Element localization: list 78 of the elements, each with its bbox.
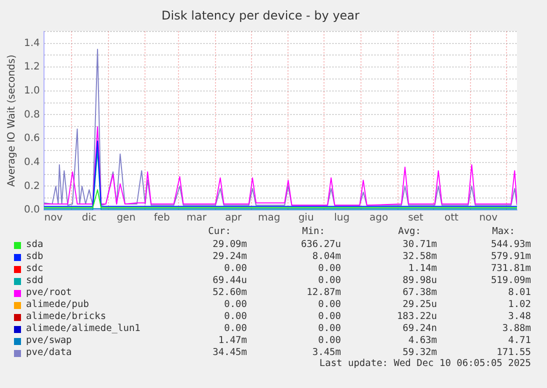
x-tick-label: nov — [44, 212, 63, 224]
text: 30.71m — [402, 239, 437, 251]
text: 544.93m — [490, 239, 531, 251]
text: 4.63m — [408, 335, 437, 347]
text: 0.00 — [224, 299, 247, 311]
text: 0.00 — [318, 335, 341, 347]
y-tick-label: 0.8 — [24, 109, 40, 120]
text: 1.02 — [508, 299, 531, 311]
text: 171.55 — [496, 347, 531, 359]
text: Min: — [302, 226, 325, 238]
text: 0.00 — [224, 323, 247, 335]
x-tick-label: set — [408, 212, 424, 224]
text: 0.00 — [318, 323, 341, 335]
x-tick-label: dic — [82, 212, 96, 224]
y-axis-title: Average IO Wait (seconds) — [6, 54, 18, 187]
legend-label: alimede/pub — [26, 299, 89, 311]
text: Max: — [492, 226, 515, 238]
x-tick-label: feb — [154, 212, 170, 224]
text: 52.60m — [212, 287, 247, 299]
text: 29.24m — [212, 251, 247, 263]
legend-label: alimede/bricks — [26, 311, 106, 323]
y-tick-label: 1.0 — [24, 86, 40, 97]
text: 29.09m — [212, 239, 247, 251]
x-tick-label: gen — [116, 212, 136, 224]
text: 67.38m — [402, 287, 437, 299]
y-tick-label: 0.2 — [24, 180, 40, 192]
text: 3.45m — [312, 347, 341, 359]
text: Last update: Wed Dec 10 06:05:05 2025 — [319, 358, 531, 370]
y-tick-label: 0.6 — [24, 133, 40, 144]
legend-label: sdb — [26, 251, 44, 263]
text: 69.44u — [212, 275, 247, 287]
legend-label: sdc — [26, 263, 44, 275]
legend-label: sda — [26, 239, 44, 251]
y-tick-label: 0.4 — [24, 156, 40, 168]
x-tick-label: giu — [298, 212, 314, 224]
text: 519.09m — [490, 275, 531, 287]
x-tick-label: ago — [369, 212, 388, 224]
text: 34.45m — [212, 347, 247, 359]
legend-label: pve/data — [26, 347, 72, 359]
text: 0.00 — [318, 299, 341, 311]
text: 0.00 — [318, 311, 341, 323]
text: 12.87m — [306, 287, 341, 299]
x-tick-label: mag — [258, 212, 280, 224]
text: 636.27u — [300, 239, 341, 251]
text: 59.32m — [402, 347, 437, 358]
x-tick-label: mar — [186, 212, 208, 224]
text: 0.00 — [224, 263, 247, 275]
text: 8.04m — [312, 251, 341, 263]
legend-label: sdd — [26, 275, 44, 287]
y-tick-label: 0.0 — [24, 204, 40, 216]
text: 1.47m — [218, 335, 247, 347]
text: 8.01 — [508, 287, 531, 299]
text: 3.48 — [508, 311, 531, 323]
y-tick-label: 1.4 — [24, 38, 40, 49]
x-tick-label: nov — [479, 212, 498, 224]
text: 29.25u — [402, 299, 437, 311]
chart-title: Disk latency per device - by year — [162, 8, 360, 22]
legend-label: alimede/alimede_lun1 — [26, 323, 140, 335]
text: 32.58m — [402, 251, 437, 263]
text: 183.22u — [396, 311, 437, 323]
legend-label: pve/swap — [26, 335, 72, 347]
x-tick-label: ott — [444, 212, 459, 224]
text: 1.14m — [408, 263, 437, 275]
text: 731.81m — [490, 263, 531, 275]
x-tick-label: lug — [334, 212, 350, 224]
text: 579.91m — [490, 251, 531, 263]
text: 0.00 — [224, 311, 247, 323]
text: 69.24n — [402, 323, 437, 335]
text: 89.98u — [402, 275, 437, 287]
x-tick-label: apr — [225, 212, 243, 224]
text: 0.00 — [318, 275, 341, 287]
text: 0.00 — [318, 263, 341, 275]
text: 4.71 — [508, 335, 531, 347]
text: Avg: — [398, 226, 421, 238]
text: Cur: — [208, 226, 231, 238]
y-tick-label: 1.2 — [24, 62, 40, 73]
legend-label: pve/root — [26, 287, 72, 299]
text: 3.88m — [502, 323, 531, 335]
